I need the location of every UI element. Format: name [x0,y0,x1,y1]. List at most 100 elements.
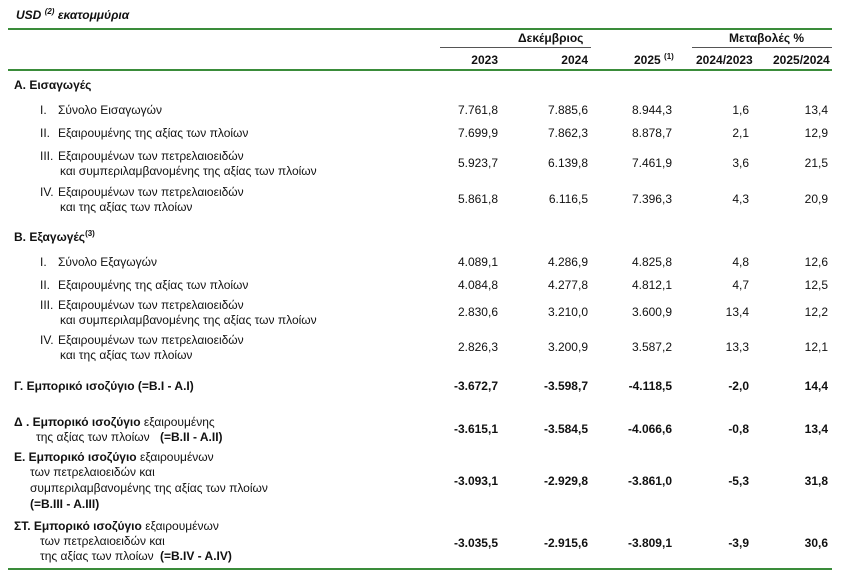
unit-currency: USD [16,8,42,22]
row-numeral: IV. [40,333,54,347]
col-2025-footnote: (1) [664,52,674,61]
balance-value-ch1: -2,0 [728,379,749,393]
row-value-v2023: 5.923,7 [457,156,498,170]
row-value-v2025: 7.461,9 [631,156,672,170]
balance-value-v2023: -3.093,1 [453,474,498,488]
balance-value-ch1: -5,3 [728,474,749,488]
row-value-ch2: 12,9 [804,126,828,140]
row-value-ch1: 4,8 [732,255,749,269]
row-value-ch2: 20,9 [804,192,828,206]
row-label-continued: και συμπεριλαμβανομένης της αξίας των πλ… [60,164,317,178]
balance-value-ch1: -0,8 [728,422,749,436]
balance-value-ch2: 13,4 [804,422,828,436]
balance-label: Ε. Εμπορικό ισοζύγιο εξαιρουμένων [14,450,214,464]
december-underline [440,47,591,48]
balance-label-tail: εξαιρουμένων [136,450,214,464]
col-header-change-1: 2024/2023 [696,53,753,67]
balance-value-v2025: -4.118,5 [628,379,672,393]
balance-value-v2023: -3.672,7 [453,379,498,393]
row-value-v2025: 3.600,9 [631,305,672,319]
row-value-ch2: 12,6 [804,255,828,269]
row-value-v2023: 2.826,3 [457,340,498,354]
row-value-v2023: 2.830,6 [457,305,498,319]
section-exports-title: Β. Εξαγωγές(3) [14,229,95,245]
row-label: Εξαιρουμένων των πετρελαιοειδών [58,333,244,347]
row-numeral: III. [40,149,54,163]
balance-label: Γ. Εμπορικό ισοζύγιο (=B.I - A.I) [14,379,194,393]
balance-label-line: της αξίας των πλοίων [40,549,154,563]
bottom-rule [8,568,832,570]
row-value-v2023: 7.699,9 [457,126,498,140]
balance-label: ΣΤ. Εμπορικό ισοζύγιο εξαιρουμένων [14,519,219,533]
row-numeral: IV. [40,185,54,199]
balance-label-head: Ε. Εμπορικό ισοζύγιο [14,450,137,464]
balance-value-ch1: -3,9 [728,536,749,550]
balance-label-line: των πετρελαιοειδών και [40,534,165,548]
balance-value-v2025: -4.066,6 [627,422,672,436]
row-value-v2024: 6.139,8 [547,156,588,170]
row-value-ch2: 13,4 [804,103,828,117]
row-label: Σύνολο Εισαγωγών [58,103,163,117]
row-value-v2024: 7.885,6 [547,103,588,117]
col-2025-label: 2025 [634,53,661,67]
row-value-ch1: 3,6 [732,156,749,170]
row-value-v2024: 7.862,3 [547,126,588,140]
row-label-continued: και της αξίας των πλοίων [60,348,193,362]
exports-footnote: (3) [85,229,95,238]
balance-value-v2025: -3.809,1 [627,536,672,550]
row-value-ch2: 21,5 [804,156,828,170]
row-value-ch2: 12,2 [804,305,828,319]
row-value-v2025: 4.812,1 [631,278,672,292]
row-value-v2025: 7.396,3 [631,192,672,206]
row-value-ch1: 2,1 [732,126,749,140]
balance-label-line: (=B.III - A.III) [30,497,100,511]
balance-label-tail: εξαιρουμένων [141,519,219,533]
balance-value-v2024: -2.915,6 [543,536,588,550]
row-label: Εξαιρουμένων των πετρελαιοειδών [58,298,244,312]
row-label-continued: και της αξίας των πλοίων [60,200,193,214]
row-value-v2024: 4.277,8 [547,278,588,292]
row-label: Σύνολο Εξαγωγών [58,255,157,269]
changes-underline [692,47,832,48]
row-numeral: III. [40,298,54,312]
balance-value-v2025: -3.861,0 [627,474,672,488]
unit-label: USD (2) εκατομμύρια [16,7,130,23]
balance-value-v2024: -2.929,8 [543,474,588,488]
row-value-ch2: 12,1 [804,340,828,354]
row-numeral: II. [40,126,51,140]
row-value-v2025: 4.825,8 [631,255,672,269]
balance-label-line: των πετρελαιοειδών και [30,465,155,479]
row-numeral: I. [40,103,47,117]
group-header-december: Δεκέμβριος [518,31,584,45]
balance-label-line: (=B.II - A.II) [160,430,223,444]
exports-title-text: Β. Εξαγωγές [14,230,86,244]
row-value-v2024: 3.200,9 [547,340,588,354]
row-value-v2024: 4.286,9 [547,255,588,269]
row-label: Εξαιρουμένης της αξίας των πλοίων [58,278,249,292]
balance-label: Δ . Εμπορικό ισοζύγιο εξαιρουμένης [14,415,215,429]
col-header-2024: 2024 [561,53,588,67]
top-rule [8,28,832,30]
row-value-ch1: 4,7 [732,278,749,292]
unit-footnote: (2) [44,7,55,16]
balance-label-head: Δ . Εμπορικό ισοζύγιο [14,415,141,429]
row-numeral: I. [40,255,47,269]
row-value-ch1: 13,4 [725,305,749,319]
group-header-changes: Μεταβολές % [729,31,805,45]
row-value-ch2: 12,5 [804,278,828,292]
row-value-v2025: 8.944,3 [631,103,672,117]
row-value-v2024: 6.116,5 [548,192,588,206]
unit-suffix: εκατομμύρια [57,8,130,22]
balance-label-line: συμπεριλαμβανομένης της αξίας των πλοίων [30,481,268,495]
balance-label-line: (=B.IV - A.IV) [160,549,232,563]
balance-label-head: ΣΤ. Εμπορικό ισοζύγιο [14,519,142,533]
balance-value-v2023: -3.035,5 [453,536,498,550]
balance-value-ch2: 31,8 [804,474,828,488]
section-imports-title: Α. Εισαγωγές [14,78,92,92]
row-numeral: II. [40,278,51,292]
row-value-v2024: 3.210,0 [547,305,588,319]
row-label-continued: και συμπεριλαμβανομένης της αξίας των πλ… [60,313,317,327]
row-label: Εξαιρουμένης της αξίας των πλοίων [58,126,249,140]
row-value-v2023: 5.861,8 [457,192,498,206]
header-rule [8,69,832,71]
